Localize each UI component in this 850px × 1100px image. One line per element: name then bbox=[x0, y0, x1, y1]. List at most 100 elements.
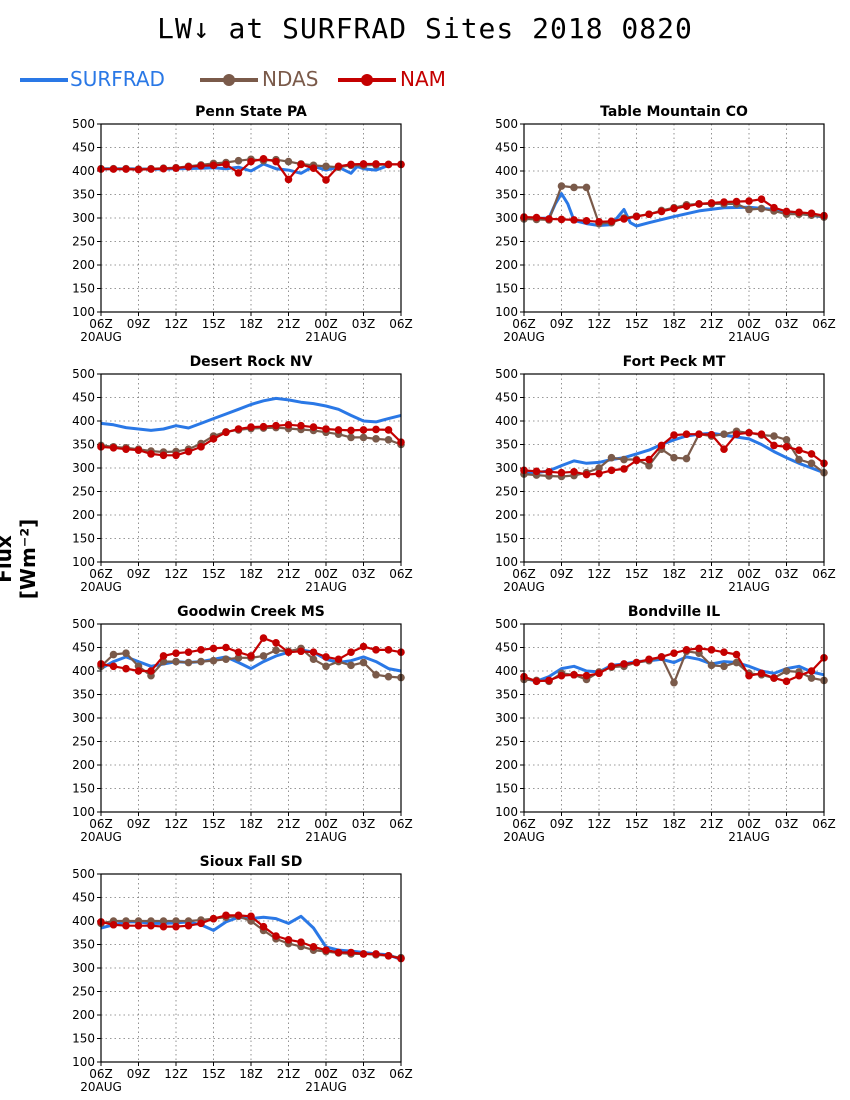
y-tick-label: 250 bbox=[495, 235, 518, 249]
y-tick-label: 400 bbox=[495, 164, 518, 178]
series-nam-point bbox=[607, 662, 616, 671]
y-tick-label: 250 bbox=[72, 485, 95, 499]
series-nam-point bbox=[695, 430, 703, 438]
x-tick-label: 09Z bbox=[550, 817, 574, 831]
series-nam-point bbox=[782, 207, 791, 216]
panel-title: Sioux Fall SD bbox=[200, 854, 303, 870]
series-nam-point bbox=[632, 212, 641, 221]
legend-item-surfrad: SURFRAD bbox=[18, 64, 165, 96]
series-nam-point bbox=[607, 217, 616, 226]
y-tick-label: 400 bbox=[72, 164, 95, 178]
x-tick-label: 03Z bbox=[352, 567, 376, 581]
series-nam-point bbox=[347, 160, 355, 169]
x-tick-label: 03Z bbox=[775, 567, 799, 581]
series-nam-point bbox=[745, 197, 753, 205]
x-date-label: 21AUG bbox=[728, 330, 770, 344]
series-nam-point bbox=[134, 921, 143, 930]
series-ndas-point bbox=[184, 658, 193, 667]
panel-frame bbox=[523, 623, 825, 813]
y-tick-label: 450 bbox=[495, 641, 518, 655]
x-tick-label: 06Z bbox=[512, 317, 536, 331]
x-date-label: 20AUG bbox=[503, 830, 545, 844]
series-nam-point bbox=[197, 919, 205, 928]
series-nam-point bbox=[807, 450, 816, 458]
legend-label-nam: NAM bbox=[400, 67, 446, 91]
series-ndas-point bbox=[557, 182, 566, 190]
x-tick-label: 21Z bbox=[277, 1067, 301, 1081]
x-tick-label: 21Z bbox=[277, 567, 301, 581]
series-nam-point bbox=[322, 946, 330, 954]
y-tick-label: 300 bbox=[495, 461, 518, 475]
series-nam-point bbox=[359, 950, 368, 958]
legend-label-surfrad: SURFRAD bbox=[70, 67, 165, 91]
x-date-label: 20AUG bbox=[80, 1080, 122, 1094]
panel-frame bbox=[523, 123, 825, 313]
series-nam-point bbox=[334, 162, 343, 171]
x-tick-label: 18Z bbox=[239, 567, 263, 581]
series-nam-point bbox=[384, 426, 393, 434]
series-nam-point bbox=[557, 468, 566, 477]
series-surfrad-line bbox=[100, 396, 402, 432]
series-nam-point bbox=[222, 643, 230, 652]
x-tick-label: 06Z bbox=[512, 817, 536, 831]
legend-item-ndas: NDAS bbox=[198, 64, 318, 96]
series-nam-point bbox=[620, 660, 628, 668]
series-nam-point bbox=[184, 921, 193, 930]
x-tick-label: 06Z bbox=[89, 1067, 113, 1081]
panel-title: Fort Peck MT bbox=[623, 354, 726, 370]
series-nam-point bbox=[197, 162, 205, 170]
series-nam-point bbox=[147, 450, 155, 458]
panel-frame bbox=[100, 373, 402, 563]
series-nam-point bbox=[359, 160, 368, 168]
series-surfrad-line bbox=[523, 655, 825, 683]
panel-penn-state-pa: Penn State PA 100 150 200 250 300 350 400 450 500… bbox=[72, 104, 413, 344]
panel-frame bbox=[100, 873, 402, 1063]
series-ndas-point bbox=[234, 654, 243, 662]
x-tick-label: 06Z bbox=[812, 567, 836, 581]
y-tick-label: 200 bbox=[72, 758, 95, 772]
x-tick-label: 06Z bbox=[89, 817, 113, 831]
series-nam-point bbox=[234, 169, 243, 177]
y-tick-label: 200 bbox=[495, 258, 518, 272]
y-tick-label: 350 bbox=[495, 688, 518, 702]
series-ndas-point bbox=[347, 661, 355, 670]
series-nam-point bbox=[247, 652, 255, 660]
panel-title: Goodwin Creek MS bbox=[177, 604, 325, 620]
series-nam-point bbox=[782, 677, 791, 686]
series-ndas-point bbox=[359, 433, 368, 442]
series-nam-point bbox=[607, 466, 616, 475]
series-nam-point bbox=[359, 426, 368, 434]
series-nam-point bbox=[372, 646, 380, 654]
series-ndas-point bbox=[159, 917, 168, 925]
series-nam-point bbox=[732, 197, 741, 206]
series-ndas-point bbox=[807, 674, 816, 682]
y-tick-label: 500 bbox=[495, 117, 518, 131]
x-tick-label: 21Z bbox=[700, 817, 724, 831]
series-nam-point bbox=[159, 451, 168, 460]
series-ndas-point bbox=[109, 650, 118, 659]
y-tick-label: 350 bbox=[72, 438, 95, 452]
series-nam-point bbox=[134, 446, 143, 454]
series-nam-point bbox=[372, 950, 380, 958]
series-nam-point bbox=[297, 938, 305, 946]
series-nam-point bbox=[757, 430, 766, 438]
x-date-label: 21AUG bbox=[305, 580, 347, 594]
series-nam-point bbox=[582, 671, 591, 680]
x-date-label: 20AUG bbox=[80, 830, 122, 844]
series-ndas-point bbox=[670, 453, 678, 462]
series-nam-point bbox=[247, 423, 255, 431]
x-tick-label: 06Z bbox=[389, 817, 413, 831]
series-nam-point bbox=[159, 922, 168, 931]
series-nam-point bbox=[632, 456, 641, 465]
y-tick-label: 250 bbox=[72, 735, 95, 749]
y-tick-label: 500 bbox=[72, 117, 95, 131]
series-nam-point bbox=[172, 164, 180, 172]
series-nam-point bbox=[172, 649, 180, 657]
y-tick-label: 150 bbox=[495, 782, 518, 796]
y-tick-label: 250 bbox=[495, 735, 518, 749]
x-tick-label: 09Z bbox=[127, 1067, 151, 1081]
series-ndas-point bbox=[322, 162, 330, 171]
series-nam-point bbox=[707, 646, 716, 654]
figure-title: LW↓ at SURFRAD Sites 2018 0820 bbox=[157, 12, 693, 45]
